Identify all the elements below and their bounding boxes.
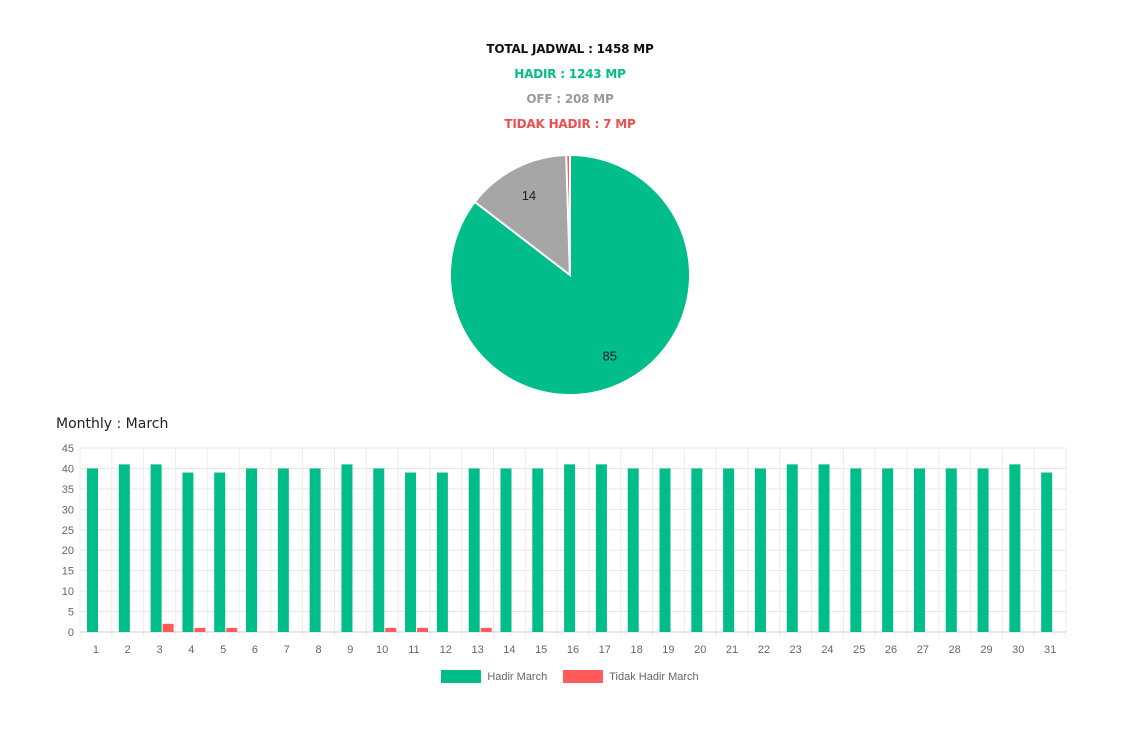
bar-hadir[interactable] <box>118 464 130 632</box>
x-tick-label: 15 <box>535 644 547 656</box>
bar-hadir[interactable] <box>277 468 289 632</box>
y-tick-label: 0 <box>68 627 74 639</box>
bar-hadir[interactable] <box>182 472 194 632</box>
y-tick-label: 40 <box>62 463 74 475</box>
bar-tidak-hadir[interactable] <box>480 627 492 632</box>
bar-hadir[interactable] <box>436 472 448 632</box>
x-tick-label: 4 <box>188 644 194 656</box>
total-jadwal-text: TOTAL JADWAL : 1458 MP <box>486 42 654 56</box>
x-tick-label: 23 <box>790 644 802 656</box>
bar-tidak-hadir[interactable] <box>385 627 397 632</box>
bar-hadir[interactable] <box>500 468 512 632</box>
bar-hadir[interactable] <box>1009 464 1021 632</box>
legend-label-tidak-hadir: Tidak Hadir March <box>609 670 699 683</box>
y-tick-label: 10 <box>62 586 74 598</box>
legend-label-hadir: Hadir March <box>487 670 548 683</box>
off-text: OFF : 208 MP <box>526 92 614 106</box>
x-tick-label: 14 <box>503 644 515 656</box>
x-tick-label: 10 <box>376 644 388 656</box>
bar-hadir[interactable] <box>659 468 671 632</box>
bar-hadir[interactable] <box>150 464 162 632</box>
bar-tidak-hadir[interactable] <box>194 627 206 632</box>
x-tick-label: 25 <box>853 644 865 656</box>
attendance-summary: TOTAL JADWAL : 1458 MP HADIR : 1243 MP O… <box>0 37 1140 137</box>
bar-tidak-hadir[interactable] <box>226 627 238 632</box>
legend-swatch-hadir <box>441 670 482 683</box>
x-tick-label: 7 <box>284 644 290 656</box>
bar-chart-legend: Hadir March Tidak Hadir March <box>0 670 1140 683</box>
pie-data-label: 85 <box>603 349 617 364</box>
y-tick-label: 30 <box>62 504 74 516</box>
bar-hadir[interactable] <box>214 472 226 632</box>
x-tick-label: 13 <box>471 644 483 656</box>
bar-hadir[interactable] <box>850 468 862 632</box>
bar-hadir[interactable] <box>595 464 607 632</box>
bar-hadir[interactable] <box>818 464 830 632</box>
x-tick-label: 18 <box>630 644 642 656</box>
x-tick-label: 8 <box>315 644 321 656</box>
bar-hadir[interactable] <box>373 468 385 632</box>
hadir-text: HADIR : 1243 MP <box>514 67 626 81</box>
bar-hadir[interactable] <box>691 468 703 632</box>
x-tick-label: 27 <box>917 644 929 656</box>
x-tick-label: 1 <box>93 644 99 656</box>
y-tick-label: 20 <box>62 545 74 557</box>
bar-hadir[interactable] <box>754 468 766 632</box>
x-tick-label: 21 <box>726 644 738 656</box>
x-tick-label: 24 <box>821 644 833 656</box>
x-tick-label: 28 <box>949 644 961 656</box>
bar-hadir[interactable] <box>913 468 925 632</box>
bar-hadir[interactable] <box>87 468 98 632</box>
y-tick-label: 25 <box>62 525 74 537</box>
bar-hadir[interactable] <box>309 468 321 632</box>
x-tick-label: 9 <box>347 644 353 656</box>
legend-swatch-tidak-hadir <box>563 670 604 683</box>
y-tick-label: 15 <box>62 566 74 578</box>
x-tick-label: 29 <box>980 644 992 656</box>
bar-hadir[interactable] <box>246 468 258 632</box>
bar-hadir[interactable] <box>405 472 417 632</box>
x-tick-label: 11 <box>408 644 419 656</box>
x-tick-label: 12 <box>440 644 452 656</box>
x-tick-label: 19 <box>662 644 674 656</box>
x-tick-label: 5 <box>220 644 226 656</box>
pie-slice-tidak-hadir[interactable] <box>565 153 571 276</box>
x-tick-label: 2 <box>125 644 131 656</box>
pie-data-label: 14 <box>522 188 536 203</box>
attendance-pie-chart: 85 14 <box>449 153 691 396</box>
bar-hadir[interactable] <box>882 468 894 632</box>
x-tick-label: 6 <box>252 644 258 656</box>
bar-tidak-hadir[interactable] <box>162 623 174 632</box>
bar-hadir[interactable] <box>977 468 989 632</box>
y-tick-label: 35 <box>62 484 74 496</box>
x-tick-label: 26 <box>885 644 897 656</box>
x-tick-label: 22 <box>758 644 770 656</box>
x-tick-label: 30 <box>1012 644 1024 656</box>
x-tick-label: 17 <box>599 644 611 656</box>
x-tick-label: 31 <box>1044 644 1056 656</box>
bar-hadir[interactable] <box>945 468 957 632</box>
bar-tidak-hadir[interactable] <box>417 627 429 632</box>
bar-hadir[interactable] <box>341 464 353 632</box>
bar-hadir[interactable] <box>532 468 544 632</box>
x-tick-label: 16 <box>567 644 579 656</box>
bar-hadir[interactable] <box>723 468 735 632</box>
legend-item-hadir[interactable]: Hadir March <box>441 670 547 683</box>
x-tick-label: 3 <box>156 644 162 656</box>
bar-hadir[interactable] <box>1041 472 1053 632</box>
legend-item-tidak-hadir[interactable]: Tidak Hadir March <box>563 670 699 683</box>
x-tick-label: 20 <box>694 644 706 656</box>
bar-hadir[interactable] <box>468 468 480 632</box>
bar-hadir[interactable] <box>786 464 798 632</box>
tidak-hadir-text: TIDAK HADIR : 7 MP <box>504 117 636 131</box>
bar-hadir[interactable] <box>627 468 639 632</box>
y-tick-label: 45 <box>62 443 74 455</box>
bar-hadir[interactable] <box>564 464 576 632</box>
monthly-title: Monthly : March <box>56 416 169 432</box>
pie-slice-off[interactable] <box>473 154 572 278</box>
y-tick-label: 5 <box>68 607 74 619</box>
